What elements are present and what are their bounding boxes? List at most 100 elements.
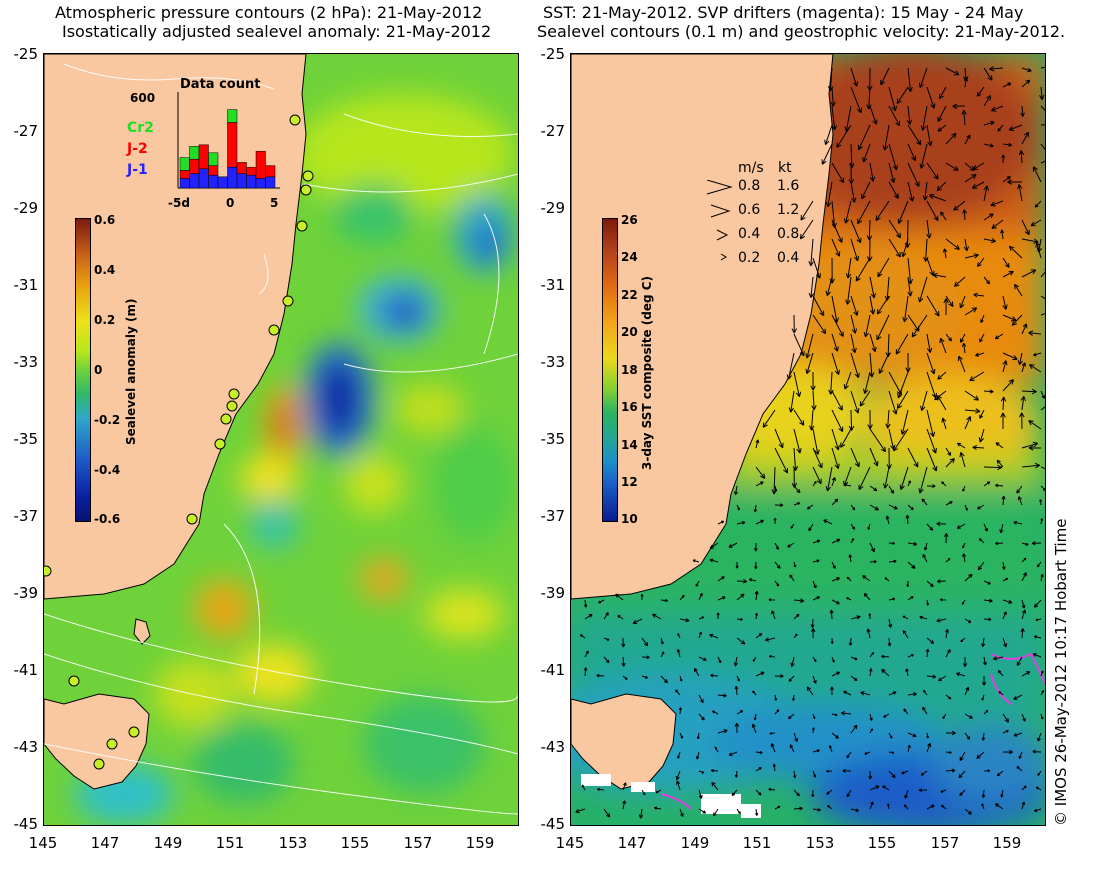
velocity-arrow: [971, 181, 985, 189]
velocity-arrow: [771, 610, 776, 620]
velocity-arrow: [923, 238, 929, 262]
velocity-arrow: [1033, 599, 1042, 608]
left-x-tick-3: 151: [215, 834, 245, 852]
velocity-arrow: [888, 485, 895, 494]
velocity-arrow: [711, 781, 719, 791]
velocity-arrow: [869, 447, 879, 467]
left-y-tick-4: -33: [13, 353, 39, 371]
velocity-arrow: [979, 409, 985, 419]
velocity-arrow: [1036, 561, 1042, 568]
left-y-tick-7: -39: [13, 584, 39, 602]
velocity-arrow: [809, 409, 815, 431]
right-title-line1: SST: 21-May-2012. SVP drifters (magenta)…: [543, 3, 1024, 22]
velocity-arrow: [869, 785, 880, 791]
data-count-bar-cr2: [189, 146, 200, 160]
velocity-arrow: [843, 690, 852, 696]
velocity-arrow: [850, 724, 858, 734]
velocity-arrow: [698, 713, 705, 721]
velocity-arrow: [1039, 499, 1043, 506]
velocity-arrow: [579, 634, 586, 639]
velocity-arrow: [907, 67, 913, 93]
left-x-tick-5: 155: [340, 834, 370, 852]
velocity-arrow: [983, 389, 994, 394]
velocity-arrow: [1040, 713, 1044, 720]
velocity-arrow: [793, 502, 801, 506]
velocity-arrow: [773, 517, 777, 525]
velocity-arrow: [896, 86, 909, 104]
left-title-line1: Atmospheric pressure contours (2 hPa): 2…: [55, 3, 483, 22]
velocity-arrow: [1021, 79, 1031, 88]
velocity-arrow: [981, 732, 986, 741]
velocity-arrow: [945, 501, 953, 506]
velocity-arrow: [918, 788, 928, 793]
velocity-arrow: [846, 789, 852, 798]
velocity-arrow: [695, 751, 700, 760]
velocity-arrow: [603, 637, 610, 641]
velocity-arrow: [755, 633, 763, 639]
velocity-arrow: [812, 770, 817, 778]
velocity-arrow: [882, 785, 890, 791]
velocity-arrow: [1011, 314, 1023, 326]
velocity-arrow: [675, 770, 681, 781]
velocity-arrow: [869, 485, 878, 492]
velocity-arrow: [710, 673, 719, 678]
velocity-arrow: [603, 808, 611, 818]
velocity-arrow: [850, 523, 856, 530]
velocity-arrow: [907, 276, 913, 297]
velocity-arrow: [812, 807, 821, 812]
velocity-arrow: [1032, 166, 1042, 183]
velocity-arrow: [1020, 105, 1025, 117]
velocity-arrow: [660, 675, 668, 684]
velocity-arrow: [992, 656, 1004, 661]
velocity-arrow: [848, 554, 852, 563]
velocity-arrow: [855, 257, 871, 282]
velocity-arrow: [996, 459, 1004, 468]
velocity-arrow: [752, 656, 757, 662]
velocity-arrow: [945, 67, 960, 76]
velocity-arrow: [1016, 485, 1023, 494]
velocity-arrow: [937, 105, 947, 123]
velocity-arrow: [888, 504, 898, 510]
velocity-arrow: [880, 67, 890, 86]
velocity-arrow: [1002, 352, 1018, 361]
velocity-arrow: [945, 768, 956, 773]
velocity-arrow: [1002, 561, 1006, 570]
velocity-arrow: [755, 439, 760, 449]
velocity-arrow: [869, 504, 880, 511]
data-count-bar-j2: [179, 170, 190, 179]
velocity-arrow: [805, 352, 814, 375]
sealevel-tick-2: 0.2: [94, 313, 116, 327]
velocity-arrow: [869, 801, 874, 810]
velocity-arrow: [1021, 219, 1030, 236]
velocity-arrow: [1002, 314, 1017, 322]
velocity-arrow: [869, 276, 876, 299]
velocity-arrow: [983, 276, 991, 285]
velocity-arrow: [961, 342, 967, 354]
right-x-tick-6: 157: [930, 834, 960, 852]
velocity-arrow: [792, 770, 797, 779]
velocity-arrow: [926, 484, 936, 489]
velocity-arrow: [836, 124, 852, 148]
velocity-arrow: [900, 409, 909, 435]
velocity-arrow: [1017, 496, 1023, 506]
velocity-arrow: [957, 355, 966, 373]
velocity-arrow: [859, 390, 871, 407]
velocity-arrow: [791, 314, 797, 334]
velocity-arrow: [983, 709, 989, 715]
velocity-arrow: [1000, 789, 1004, 798]
velocity-arrow: [850, 219, 862, 244]
velocity-arrow: [1021, 238, 1039, 244]
velocity-arrow: [825, 276, 833, 297]
velocity-arrow: [850, 352, 860, 379]
velocity-arrow: [717, 729, 728, 734]
velocity-arrow: [963, 238, 969, 252]
sealevel-anomaly-map: [43, 53, 519, 826]
left-x-tick-7: 159: [465, 834, 495, 852]
data-count-bar-j2: [236, 162, 247, 174]
velocity-arrow: [926, 447, 938, 472]
velocity-arrow: [831, 238, 841, 257]
velocity-arrow: [774, 805, 781, 810]
velocity-arrow: [769, 731, 776, 735]
velocity-arrow: [733, 485, 738, 496]
velocity-arrow: [603, 612, 609, 620]
